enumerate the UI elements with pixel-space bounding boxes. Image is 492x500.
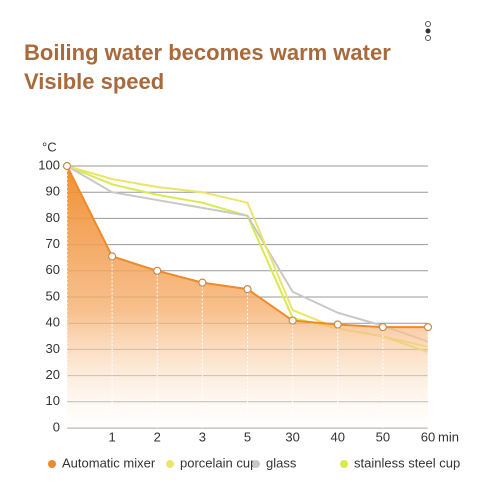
y-tick-label: 20 [46,367,60,382]
legend-label: porcelain cup [180,455,257,470]
legend-label: glass [266,455,297,470]
legend-label: Automatic mixer [62,455,156,470]
x-tick-label: 30 [285,429,299,444]
point [62,161,72,171]
x-tick-label: 60 [421,429,435,444]
y-axis-label: °C [42,139,57,154]
legend-marker [252,460,260,468]
y-tick-label: 30 [46,341,60,356]
point [378,323,387,332]
x-tick-label: 50 [376,429,390,444]
x-tick-label: 40 [331,429,345,444]
series-line [66,165,429,343]
legend-label: stainless steel cup [354,455,460,470]
point [288,316,297,325]
point [108,252,117,261]
y-tick-label: 40 [46,315,60,330]
x-axis-unit: min [438,429,459,444]
title: Visible speed [24,69,164,94]
point [243,285,252,294]
x-tick-label: 1 [109,429,116,444]
legend-marker [166,460,174,468]
title: Boiling water becomes warm water [24,40,391,65]
y-tick-label: 10 [46,393,60,408]
y-tick-label: 100 [38,157,60,172]
y-tick-label: 60 [46,262,60,277]
legend-marker [48,460,56,468]
y-tick-label: 70 [46,236,60,251]
legend-marker [340,460,348,468]
y-tick-label: 0 [53,419,60,434]
page-dots [425,21,431,41]
y-tick-label: 50 [46,288,60,303]
point [333,320,342,329]
x-tick-label: 5 [244,429,251,444]
point [153,266,162,275]
point [198,278,207,287]
x-tick-label: 2 [154,429,161,444]
y-tick-label: 90 [46,184,60,199]
y-tick-label: 80 [46,210,60,225]
x-tick-label: 3 [199,429,206,444]
point [423,323,433,332]
